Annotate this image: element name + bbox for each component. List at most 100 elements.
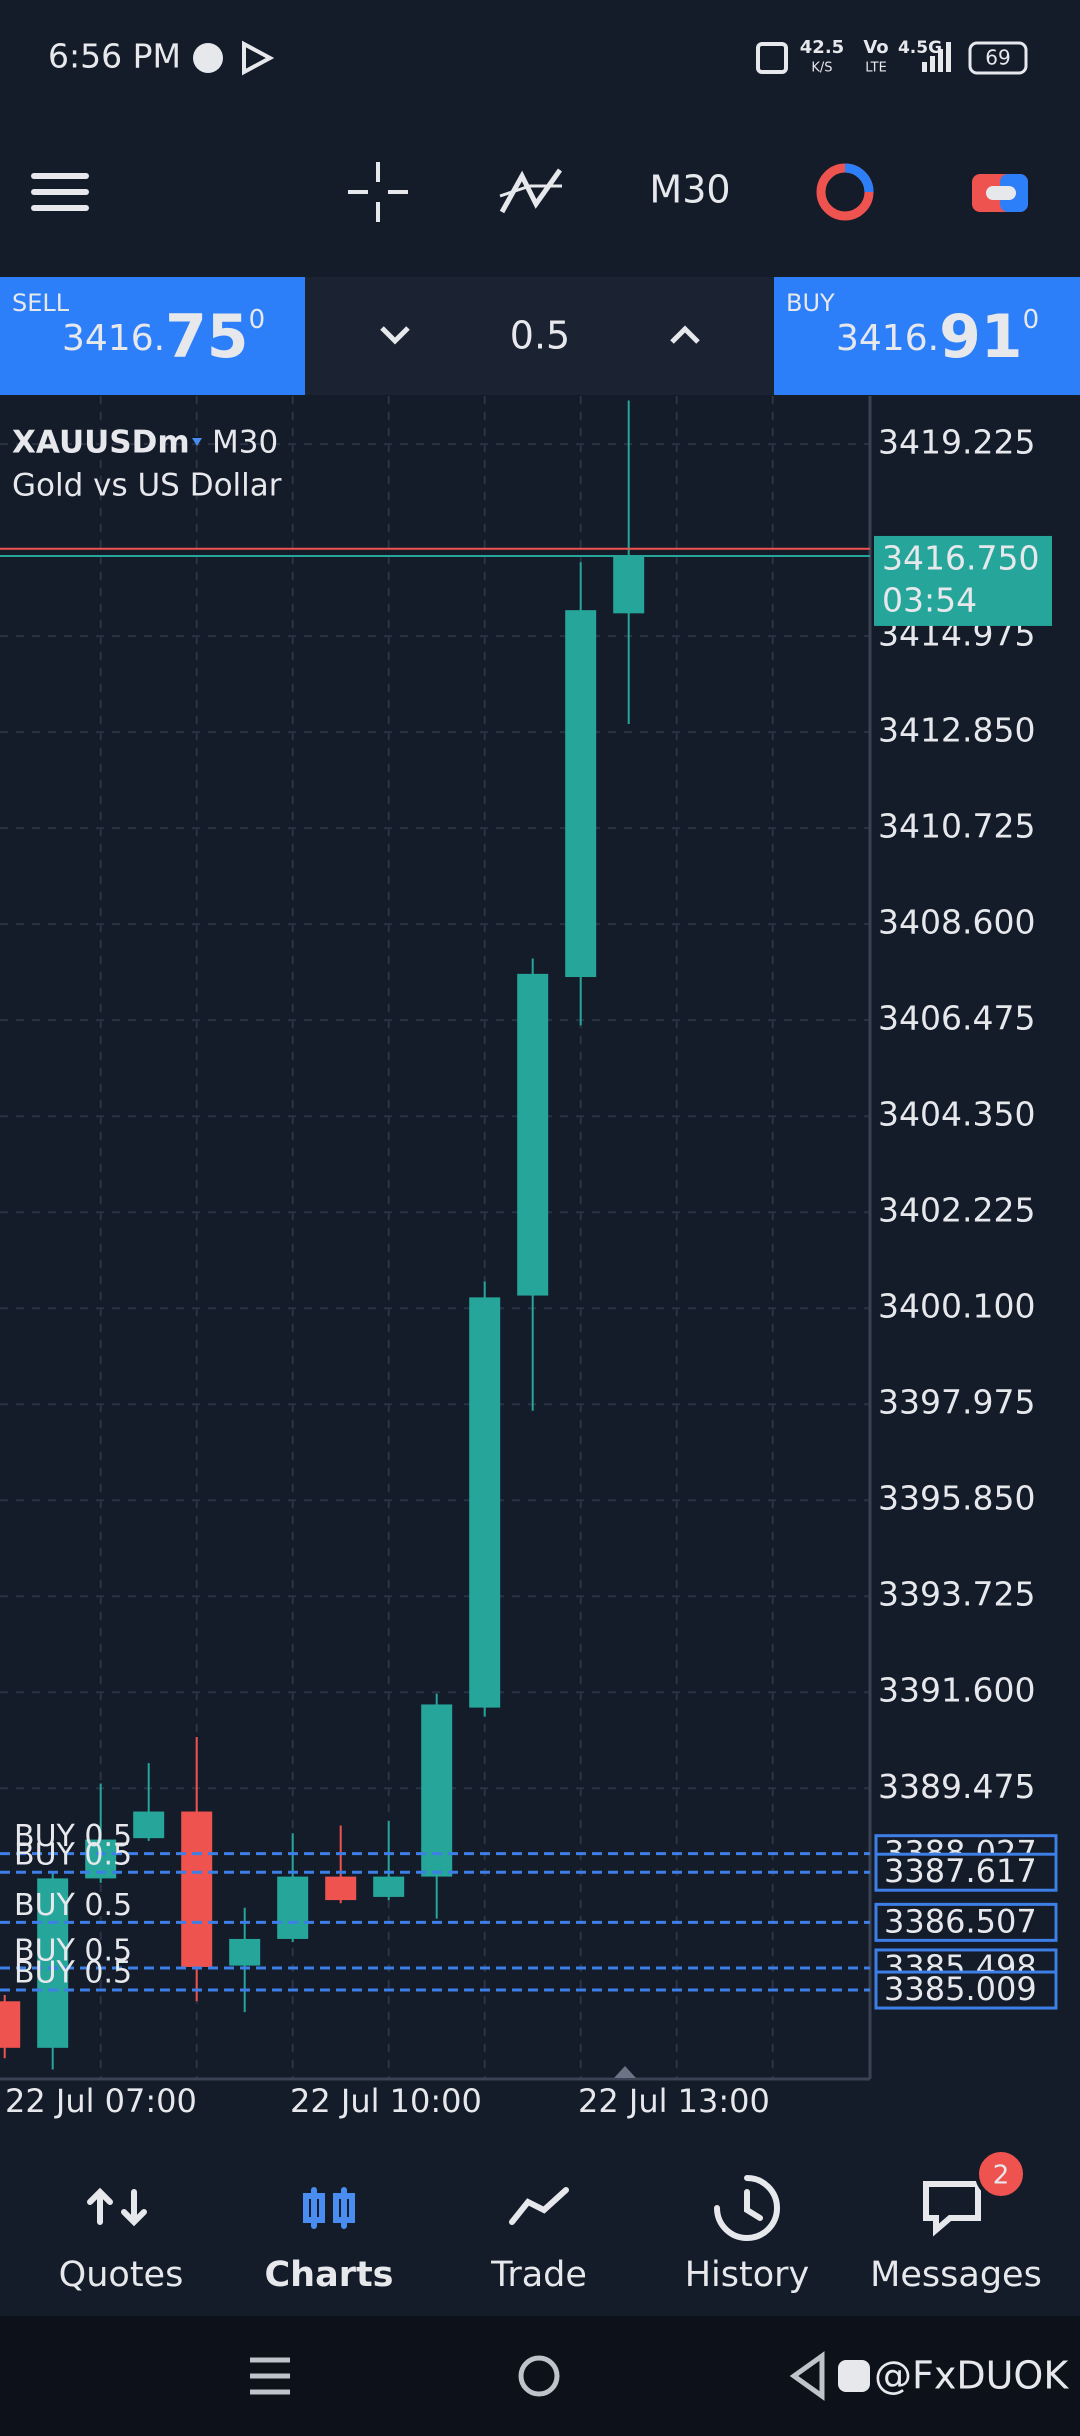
system-home[interactable]: [518, 2355, 560, 2397]
y-tick-label: 3408.600: [878, 903, 1035, 942]
order-price: 3386.507: [884, 1902, 1037, 1940]
order-label[interactable]: BUY 0.5: [14, 1933, 132, 1968]
candle-body: [469, 1297, 501, 1708]
candle-body: [277, 1876, 309, 1939]
watermark: @FxDUOK: [874, 2354, 1069, 2398]
order-label[interactable]: BUY 0.5: [14, 1888, 132, 1923]
nfc-icon: [756, 42, 788, 74]
y-tick-label: 3412.850: [878, 711, 1035, 750]
price-main: 3416.: [62, 318, 165, 359]
candle-body: [565, 610, 597, 978]
symbol[interactable]: XAUUSDm: [12, 425, 190, 461]
crosshair-button[interactable]: [348, 162, 408, 222]
candle-body: [181, 1811, 213, 1967]
system-bar: [0, 2316, 1080, 2436]
lot-increase[interactable]: [670, 325, 700, 344]
order-price: 3387.617: [884, 1852, 1037, 1890]
candle-body: [517, 973, 549, 1296]
status-time: 6:56 PM: [48, 37, 181, 76]
badge-count: 2: [993, 2161, 1010, 2191]
trade-icon: [986, 186, 1016, 200]
y-tick-label: 3393.725: [878, 1575, 1035, 1614]
lte: LTE: [865, 61, 887, 76]
y-tick-label: 3395.850: [878, 1479, 1035, 1518]
sell-price: 3416.750: [62, 302, 265, 372]
order-label[interactable]: BUY 0.5: [14, 1819, 132, 1854]
buy-button[interactable]: [774, 277, 1080, 395]
x-tick-label: 22 Jul 13:00: [578, 2082, 770, 2120]
order-price-box: [874, 1970, 1058, 2010]
order-price-box: [874, 1852, 1058, 1892]
nav-icon[interactable]: [923, 2181, 981, 2237]
y-tick-label: 3402.225: [878, 1191, 1035, 1230]
y-tick-label: 3400.100: [878, 1287, 1035, 1326]
order-label[interactable]: BUY 0.5: [14, 1956, 132, 1991]
price-big: 91: [939, 302, 1023, 372]
nav-label[interactable]: Trade: [490, 2255, 587, 2295]
order-price: 3385.009: [884, 1970, 1037, 2008]
y-tick-label: 3410.725: [878, 807, 1035, 846]
bid-label-box: [874, 535, 1052, 626]
nav-icon[interactable]: [509, 2187, 569, 2225]
battery-level: 69: [985, 46, 1010, 70]
nav-icon[interactable]: [714, 2175, 780, 2241]
lot-size[interactable]: 0.5: [510, 314, 570, 358]
price-sup: 0: [1023, 305, 1040, 335]
nav-label[interactable]: Quotes: [59, 2255, 184, 2295]
candle-body: [37, 1878, 69, 2048]
scroll-marker: [614, 2066, 636, 2078]
nav-bar: [0, 2140, 1080, 2316]
order-label[interactable]: BUY 0.5: [14, 1838, 132, 1873]
timeframe-button[interactable]: M30: [649, 168, 730, 212]
chart: 3419.2253414.9753412.8503410.7253408.600…: [0, 396, 1058, 2120]
sell-label: SELL: [12, 289, 70, 317]
candle-body: [613, 555, 645, 614]
net-speed: 42.5: [800, 37, 844, 58]
candle-body: [0, 2001, 21, 2048]
signal-icon: [922, 42, 951, 72]
y-tick-label: 3419.225: [878, 423, 1035, 462]
order-price-box: [874, 1902, 1058, 1942]
menu-button[interactable]: [31, 173, 89, 211]
x-tick-label: 22 Jul 10:00: [290, 2082, 482, 2120]
objects-icon: [844, 163, 874, 193]
candle-body: [421, 1704, 453, 1877]
y-tick-label: 3404.350: [878, 1095, 1035, 1134]
status-icon: [193, 43, 223, 73]
candle-body: [133, 1811, 165, 1839]
volte: Vo: [863, 37, 888, 58]
buy-label: BUY: [786, 289, 835, 317]
nav-icon[interactable]: [87, 2187, 147, 2227]
price-sup: 0: [249, 305, 266, 335]
x-tick-label: 22 Jul 07:00: [5, 2082, 197, 2120]
candle-body: [325, 1876, 357, 1901]
y-tick-label: 3397.975: [878, 1383, 1035, 1422]
symbol-dropdown[interactable]: [192, 438, 202, 446]
nav-label[interactable]: Messages: [870, 2255, 1042, 2295]
candle-body: [373, 1876, 405, 1897]
bid-price: 3416.750: [882, 538, 1039, 577]
system-back[interactable]: [789, 2351, 825, 2401]
price-big: 75: [165, 302, 249, 372]
status-icon: [242, 40, 275, 76]
nav-label[interactable]: History: [685, 2255, 810, 2295]
system-menu[interactable]: [250, 2357, 290, 2395]
indicators-icon: [499, 184, 562, 198]
chart-timeframe: M30: [212, 425, 278, 461]
y-tick-label: 3389.475: [878, 1767, 1035, 1806]
network: 4.5G: [898, 38, 942, 58]
y-tick-label: 3391.600: [878, 1671, 1035, 1710]
lot-decrease[interactable]: [380, 326, 410, 345]
nav-label[interactable]: Charts: [264, 2255, 393, 2295]
bar-countdown: 03:54: [882, 580, 977, 619]
symbol-description: Gold vs US Dollar: [12, 468, 282, 504]
net-speed-unit: K/S: [811, 61, 832, 76]
nav-icon[interactable]: [303, 2187, 355, 2229]
candle-body: [229, 1938, 261, 1966]
badge: [975, 2148, 1027, 2200]
sell-button[interactable]: [0, 277, 305, 395]
battery-icon: [968, 41, 1028, 75]
y-tick-label: 3406.475: [878, 999, 1035, 1038]
price-main: 3416.: [836, 318, 939, 359]
